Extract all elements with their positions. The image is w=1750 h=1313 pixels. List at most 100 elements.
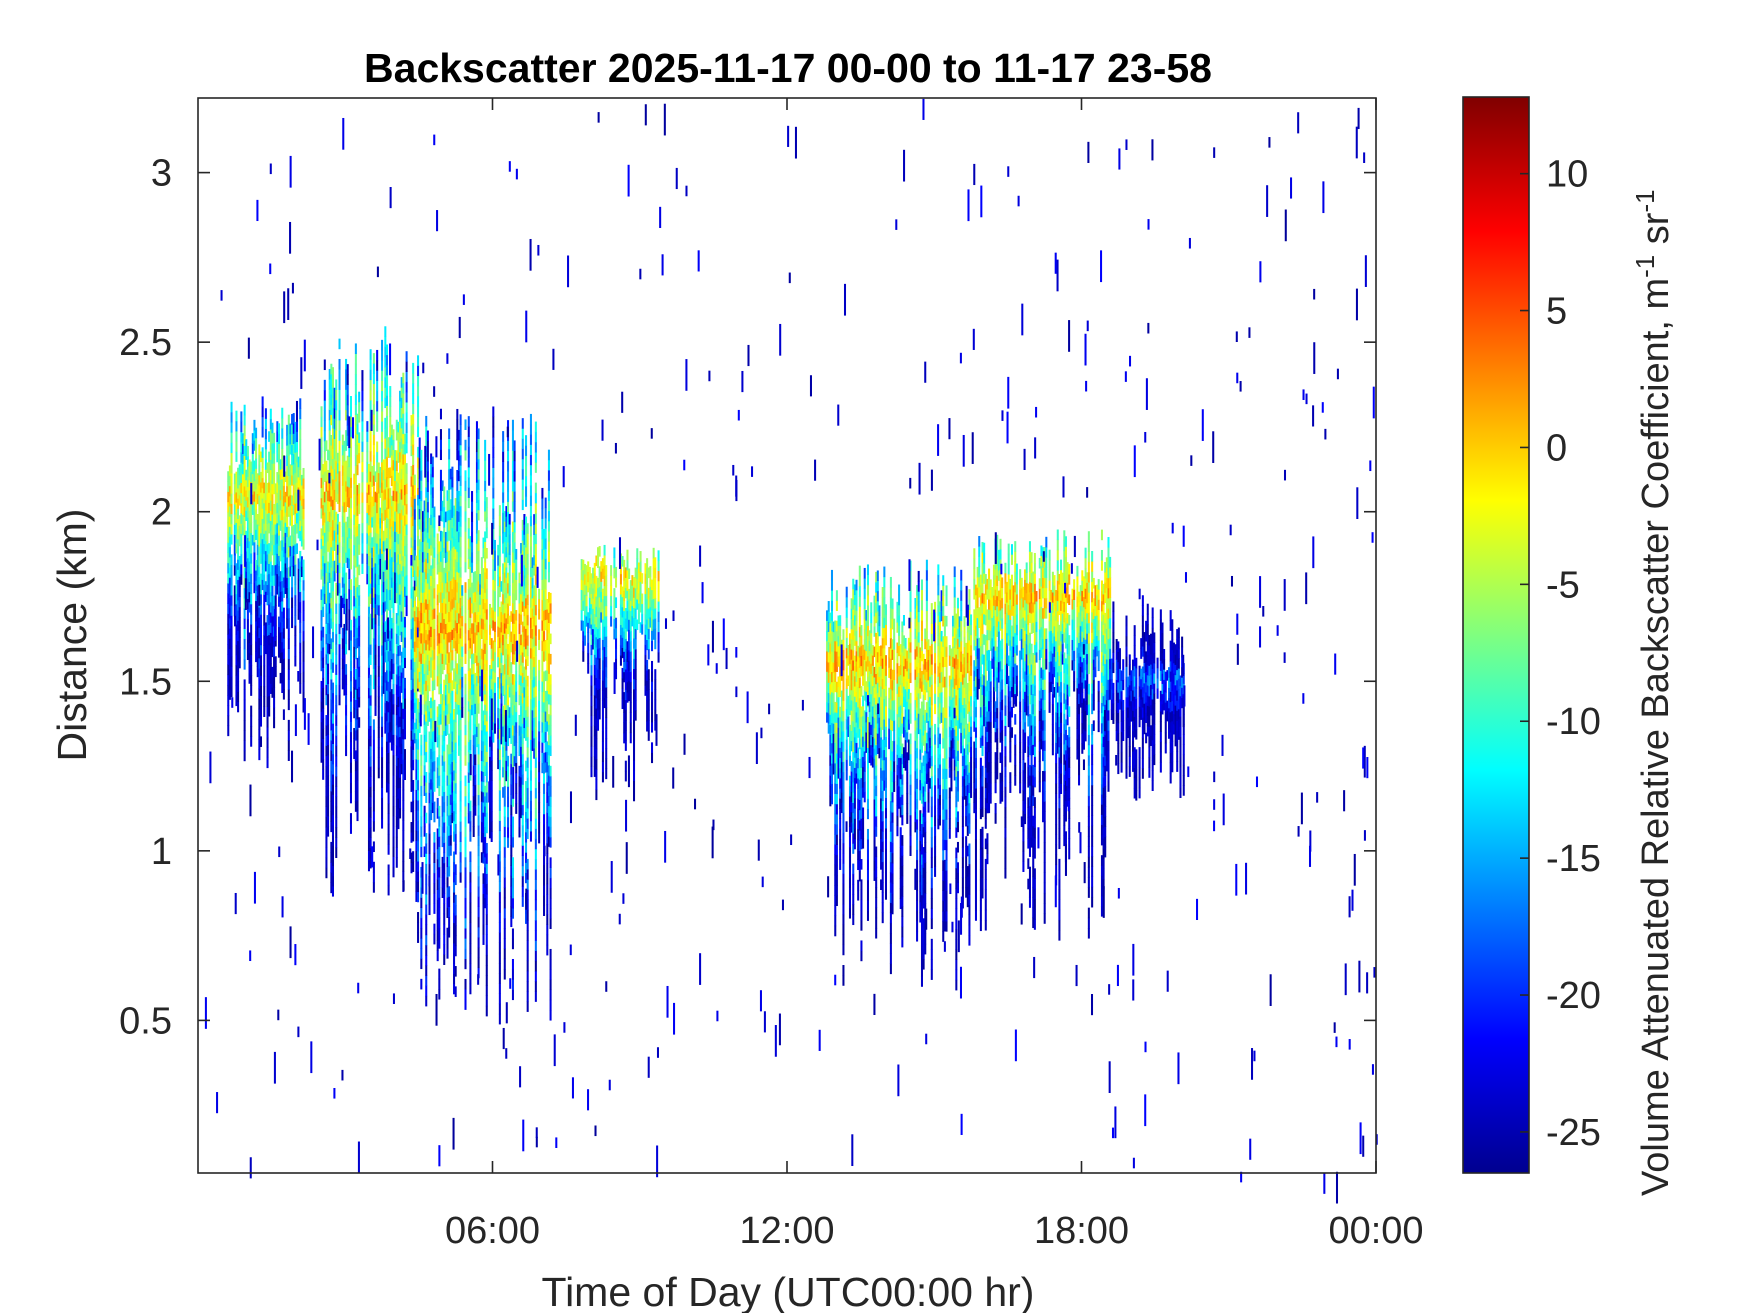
heatmap-cell [259, 573, 263, 585]
heatmap-cell [385, 415, 388, 427]
heatmap-cell [497, 575, 500, 586]
heatmap-cell [349, 487, 352, 499]
heatmap-cell [354, 628, 357, 639]
heatmap-cell [417, 647, 420, 659]
heatmap-cell [538, 741, 541, 752]
heatmap-cell [526, 981, 529, 992]
heatmap-cell [454, 894, 457, 906]
heatmap-cell [299, 611, 302, 623]
heatmap-cell [508, 544, 511, 556]
heatmap-cell [345, 480, 348, 492]
heatmap-cell [446, 826, 449, 837]
heatmap-cell [503, 938, 506, 950]
heatmap-cell [472, 572, 475, 583]
heatmap-cell [507, 725, 510, 736]
heatmap-cell [367, 687, 370, 699]
heatmap-cell [381, 350, 384, 361]
heatmap-cell [294, 523, 297, 535]
heatmap-cell [477, 509, 480, 521]
heatmap-cell [343, 664, 346, 676]
heatmap-cell [345, 389, 348, 401]
heatmap-cell [292, 484, 295, 495]
heatmap-cell [503, 887, 506, 899]
heatmap-cell [276, 421, 279, 432]
heatmap-cell [243, 699, 246, 711]
heatmap-cell [438, 663, 441, 674]
heatmap-cell [372, 515, 375, 527]
heatmap-cell [397, 421, 400, 433]
heatmap-cell [469, 932, 472, 944]
heatmap-cell [390, 495, 393, 507]
heatmap-cell [274, 635, 277, 647]
heatmap-cell [381, 502, 384, 514]
heatmap-cell [377, 747, 380, 758]
heatmap-cell [526, 584, 529, 595]
heatmap-cell [263, 604, 266, 616]
heatmap-cell [390, 699, 393, 710]
heatmap-cell [284, 512, 287, 523]
heatmap-cell [456, 520, 459, 532]
heatmap-cell [349, 518, 352, 529]
heatmap-cell [412, 830, 415, 842]
heatmap-cell [472, 714, 475, 726]
heatmap-cell [459, 566, 462, 578]
heatmap-cell [369, 532, 372, 543]
heatmap-cell [526, 930, 529, 941]
heatmap-cell [454, 498, 457, 509]
heatmap-cell [484, 490, 487, 502]
heatmap-cell [431, 517, 434, 529]
heatmap-cell [425, 833, 428, 844]
heatmap-cell [281, 601, 284, 612]
heatmap-cell [433, 608, 436, 619]
heatmap-cell [354, 455, 357, 466]
heatmap-cell [454, 671, 457, 682]
heatmap-cell [449, 763, 452, 775]
heatmap-cell [454, 518, 457, 529]
heatmap-cell [228, 689, 231, 700]
heatmap-cell [349, 599, 352, 611]
heatmap-cell [425, 751, 428, 763]
heatmap-cell [322, 677, 325, 689]
heatmap-cell [338, 623, 341, 635]
heatmap-cell [471, 633, 474, 645]
heatmap-cell [228, 495, 231, 507]
heatmap-cell [266, 665, 269, 677]
heatmap-cell [269, 429, 272, 440]
heatmap-cell [477, 876, 480, 887]
heatmap-cell [433, 648, 436, 660]
heatmap-cell [259, 685, 263, 697]
heatmap-cell [343, 583, 346, 594]
heatmap-cell [454, 813, 457, 825]
heatmap-cell [358, 534, 361, 545]
heatmap-cell [420, 683, 423, 695]
heatmap-cell [385, 761, 388, 773]
heatmap-cell [284, 573, 287, 584]
heatmap-cell [412, 454, 415, 466]
heatmap-cell [264, 530, 267, 541]
heatmap-cell [402, 606, 405, 618]
heatmap-cell [430, 585, 433, 597]
heatmap-cell [384, 621, 387, 632]
heatmap-cell [353, 646, 356, 658]
heatmap-cell [417, 525, 420, 537]
heatmap-cell [376, 563, 379, 575]
heatmap-cell [385, 659, 388, 671]
heatmap-cell [402, 403, 405, 414]
heatmap-cell [338, 481, 341, 492]
heatmap-cell [325, 765, 328, 777]
heatmap-cell [230, 584, 233, 596]
heatmap-cell [367, 799, 370, 811]
heatmap-cell [417, 678, 420, 689]
heatmap-cell [349, 579, 352, 590]
heatmap-cell [449, 611, 452, 622]
heatmap-cell [456, 490, 459, 501]
heatmap-cell [417, 586, 420, 598]
heatmap-cell [273, 463, 276, 474]
heatmap-cell [367, 575, 370, 587]
heatmap-cell [523, 595, 526, 606]
heatmap-cell [467, 731, 470, 743]
heatmap-cell [472, 755, 475, 766]
heatmap-cell [327, 734, 330, 746]
heatmap-cell [400, 651, 403, 663]
heatmap-cell [453, 800, 456, 812]
